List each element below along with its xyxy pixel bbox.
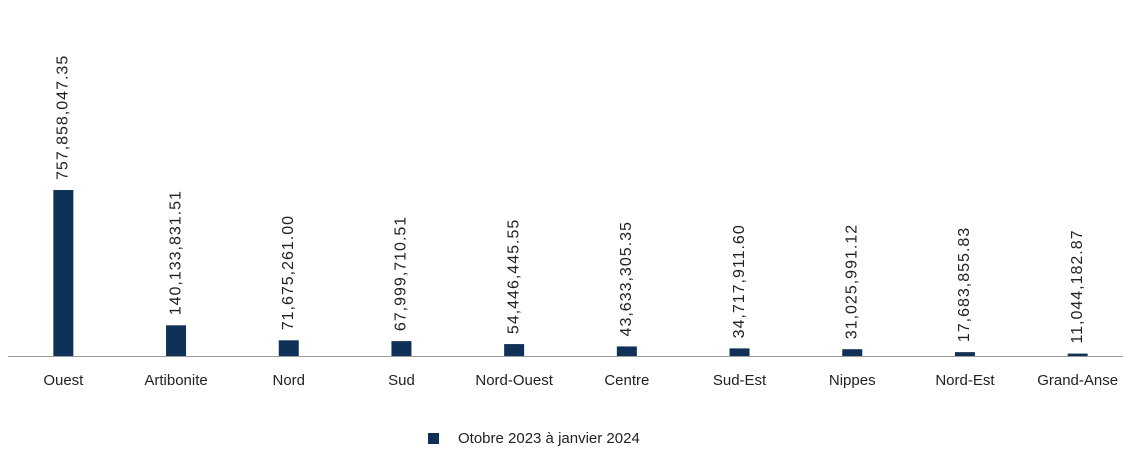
bar <box>391 341 412 356</box>
legend-swatch <box>428 433 439 444</box>
value-label: 17,683,855.83 <box>956 227 973 342</box>
bar <box>53 190 74 356</box>
x-tick-label: Nord-Ouest <box>475 372 553 389</box>
bar <box>1067 353 1088 356</box>
bar <box>166 325 187 356</box>
x-tick-label: Centre <box>604 372 649 389</box>
value-label: 31,025,991.12 <box>843 224 860 339</box>
value-label: 54,446,445.55 <box>505 219 522 334</box>
bar <box>278 340 299 356</box>
x-tick-label: Artibonite <box>144 372 207 389</box>
x-tick-label: Sud-Est <box>713 372 767 389</box>
x-tick-label: Ouest <box>43 372 84 389</box>
legend-label: Otobre 2023 à janvier 2024 <box>458 430 640 447</box>
value-label: 757,858,047.35 <box>55 55 72 180</box>
bar <box>729 348 750 356</box>
bar <box>954 352 975 356</box>
x-tick-label: Nord <box>272 372 305 389</box>
x-tick-label: Nord-Est <box>935 372 995 389</box>
x-tick-label: Sud <box>388 372 415 389</box>
value-label: 43,633,305.35 <box>618 221 635 336</box>
x-tick-label: Nippes <box>829 372 876 389</box>
value-label: 71,675,261.00 <box>280 215 297 330</box>
bar <box>842 349 863 356</box>
value-label: 34,717,911.60 <box>731 224 748 338</box>
value-label: 140,133,831.51 <box>167 190 184 315</box>
bar <box>504 344 525 356</box>
value-label: 67,999,710.51 <box>393 216 410 331</box>
value-label: 11,044,182.87 <box>1069 229 1086 343</box>
x-tick-label: Grand-Anse <box>1037 372 1118 389</box>
bar <box>616 346 637 356</box>
